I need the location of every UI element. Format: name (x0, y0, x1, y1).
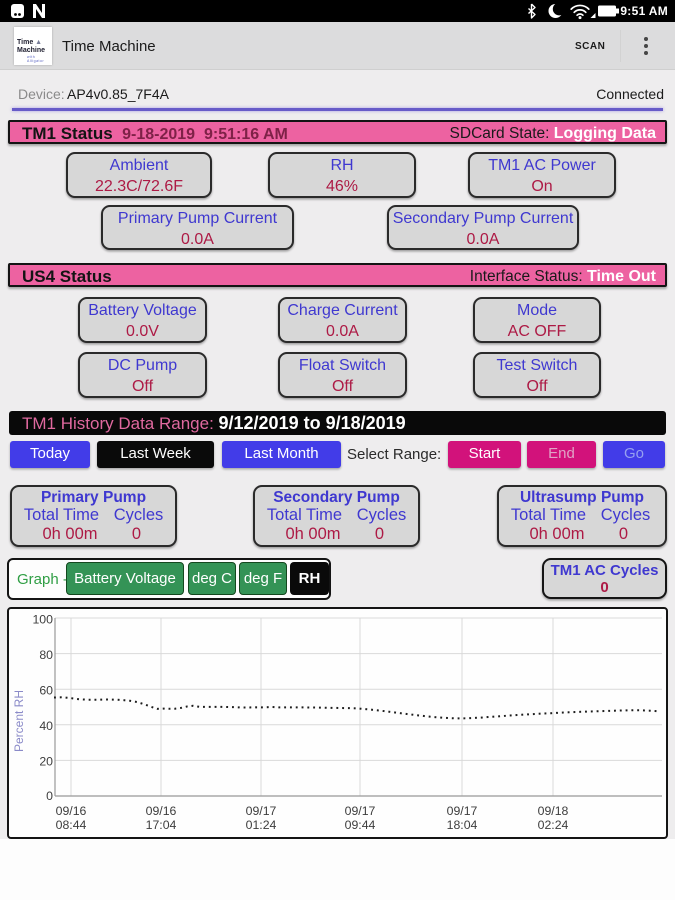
svg-text:0: 0 (46, 789, 53, 803)
svg-text:09:44: 09:44 (345, 818, 376, 832)
svg-text:Percent RH: Percent RH (12, 690, 26, 752)
svg-text:09/16: 09/16 (146, 804, 177, 818)
svg-text:40: 40 (39, 719, 53, 733)
svg-text:80: 80 (39, 648, 53, 662)
svg-text:60: 60 (39, 684, 53, 698)
svg-text:08:44: 08:44 (56, 818, 87, 832)
svg-text:09/17: 09/17 (246, 804, 277, 818)
svg-text:20: 20 (39, 755, 53, 769)
svg-text:100: 100 (32, 613, 53, 627)
svg-text:09/16: 09/16 (56, 804, 87, 818)
svg-text:09/18: 09/18 (538, 804, 569, 818)
svg-text:01:24: 01:24 (246, 818, 277, 832)
svg-text:18:04: 18:04 (447, 818, 478, 832)
svg-text:17:04: 17:04 (146, 818, 177, 832)
svg-text:09/17: 09/17 (447, 804, 478, 818)
svg-text:09/17: 09/17 (345, 804, 376, 818)
svg-text:02:24: 02:24 (538, 818, 569, 832)
